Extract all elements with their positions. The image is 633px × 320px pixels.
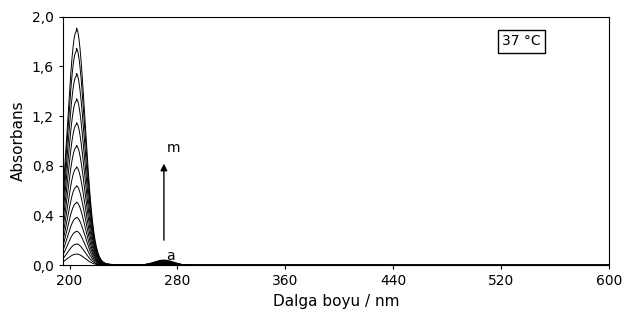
Text: a: a (166, 249, 175, 263)
X-axis label: Dalga boyu / nm: Dalga boyu / nm (273, 294, 399, 309)
Text: 37 °C: 37 °C (502, 35, 541, 49)
Text: m: m (166, 140, 180, 155)
Y-axis label: Absorbans: Absorbans (11, 101, 26, 181)
